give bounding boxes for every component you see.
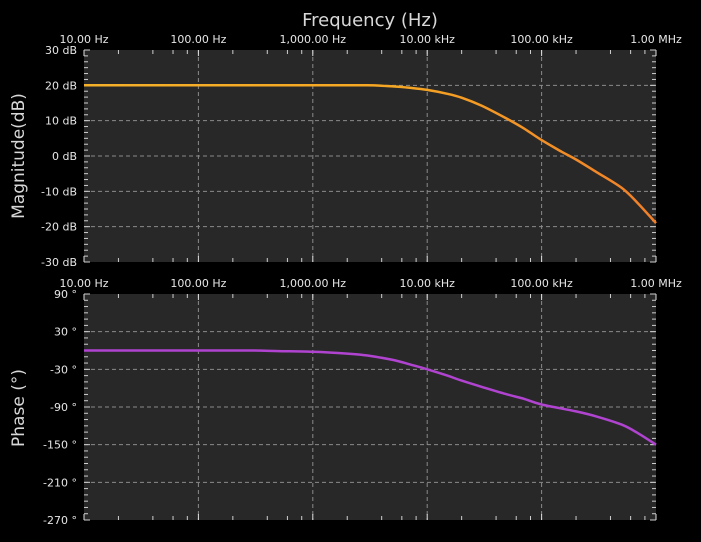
y-tick-label: -270 ° (43, 514, 77, 527)
y-tick-label: -30 ° (50, 363, 77, 376)
y-tick-label: -20 dB (41, 221, 77, 234)
x-tick-label: 100.00 Hz (170, 33, 226, 46)
phase-axis-ticks (83, 293, 657, 521)
phase-grid (84, 294, 656, 520)
y-tick-label: -90 ° (50, 401, 77, 414)
x-tick-label: 1.00 MHz (630, 277, 682, 290)
y-tick-label: 30 ° (54, 326, 77, 339)
x-tick-label: 10.00 Hz (59, 33, 108, 46)
x-tick-label: 100.00 kHz (510, 33, 573, 46)
magnitude-grid (84, 50, 656, 262)
x-tick-label: 10.00 kHz (399, 33, 455, 46)
magnitude-y-axis-title: Magnitude(dB) (9, 93, 29, 219)
x-tick-label: 10.00 kHz (399, 277, 455, 290)
magnitude-panel: 10.00 Hz 100.00 Hz 1,000.00 Hz 10.00 kHz 100… (9, 33, 682, 269)
phase-y-axis-title: Phase (°) (9, 369, 29, 447)
y-tick-label: 30 dB (45, 44, 77, 57)
x-tick-label: 1,000.00 Hz (280, 277, 347, 290)
phase-y-tick-labels: 90 ° 30 ° -30 ° -90 ° -150 ° -210 ° -270 ° (43, 288, 77, 527)
x-tick-label: 1.00 MHz (630, 33, 682, 46)
magnitude-x-tick-labels: 10.00 Hz 100.00 Hz 1,000.00 Hz 10.00 kHz 100… (59, 33, 682, 46)
y-tick-label: -30 dB (41, 256, 77, 269)
x-tick-label: 100.00 kHz (510, 277, 573, 290)
y-tick-label: -210 ° (43, 476, 77, 489)
x-tick-label: 10.00 Hz (59, 277, 108, 290)
y-tick-label: -10 dB (41, 185, 77, 198)
phase-x-tick-labels: 10.00 Hz 100.00 Hz 1,000.00 Hz 10.00 kHz 100… (59, 277, 682, 290)
magnitude-series-line (84, 84, 657, 224)
x-axis-title: Frequency (Hz) (302, 10, 438, 31)
y-tick-label: 10 dB (45, 115, 77, 128)
x-tick-label: 1,000.00 Hz (280, 33, 347, 46)
x-tick-label: 100.00 Hz (170, 277, 226, 290)
y-tick-label: 20 dB (45, 79, 77, 92)
y-tick-label: -150 ° (43, 439, 77, 452)
magnitude-y-tick-labels: 30 dB 20 dB 10 dB 0 dB -10 dB -20 dB -30 dB (41, 44, 77, 269)
y-tick-label: 0 dB (52, 150, 77, 163)
magnitude-axis-ticks (83, 49, 657, 263)
phase-series-line (84, 349, 657, 446)
phase-panel: 10.00 Hz 100.00 Hz 1,000.00 Hz 10.00 kHz 100… (9, 277, 682, 527)
y-tick-label: 90 ° (54, 288, 77, 301)
